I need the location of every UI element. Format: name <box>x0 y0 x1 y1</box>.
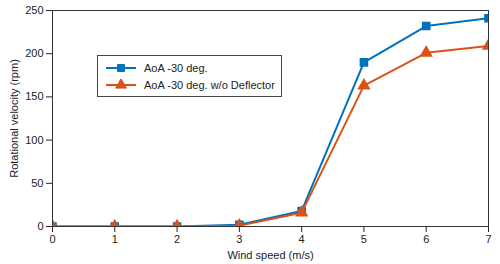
svg-text:0: 0 <box>37 220 43 232</box>
svg-text:7: 7 <box>485 233 491 245</box>
html-text:AoA -30 deg. w/o Deflector: AoA -30 deg. w/o Deflector <box>144 78 275 91</box>
svg-text:0: 0 <box>49 233 55 245</box>
svg-text:Rotational velocity (rpm): Rotational velocity (rpm) <box>8 59 20 178</box>
svg-text:4: 4 <box>299 233 305 245</box>
svg-text:1: 1 <box>112 233 118 245</box>
html-text:AoA -30 deg.: AoA -30 deg. <box>144 61 208 74</box>
svg-text:3: 3 <box>236 233 242 245</box>
svg-text:100: 100 <box>25 134 43 146</box>
svg-text:250: 250 <box>25 4 43 16</box>
svg-text:200: 200 <box>25 47 43 59</box>
svg-text:50: 50 <box>31 177 43 189</box>
svg-text:Wind speed (m/s): Wind speed (m/s) <box>227 249 313 261</box>
svg-text:5: 5 <box>361 233 367 245</box>
svg-text:2: 2 <box>174 233 180 245</box>
svg-text:150: 150 <box>25 90 43 102</box>
svg-text:6: 6 <box>423 233 429 245</box>
